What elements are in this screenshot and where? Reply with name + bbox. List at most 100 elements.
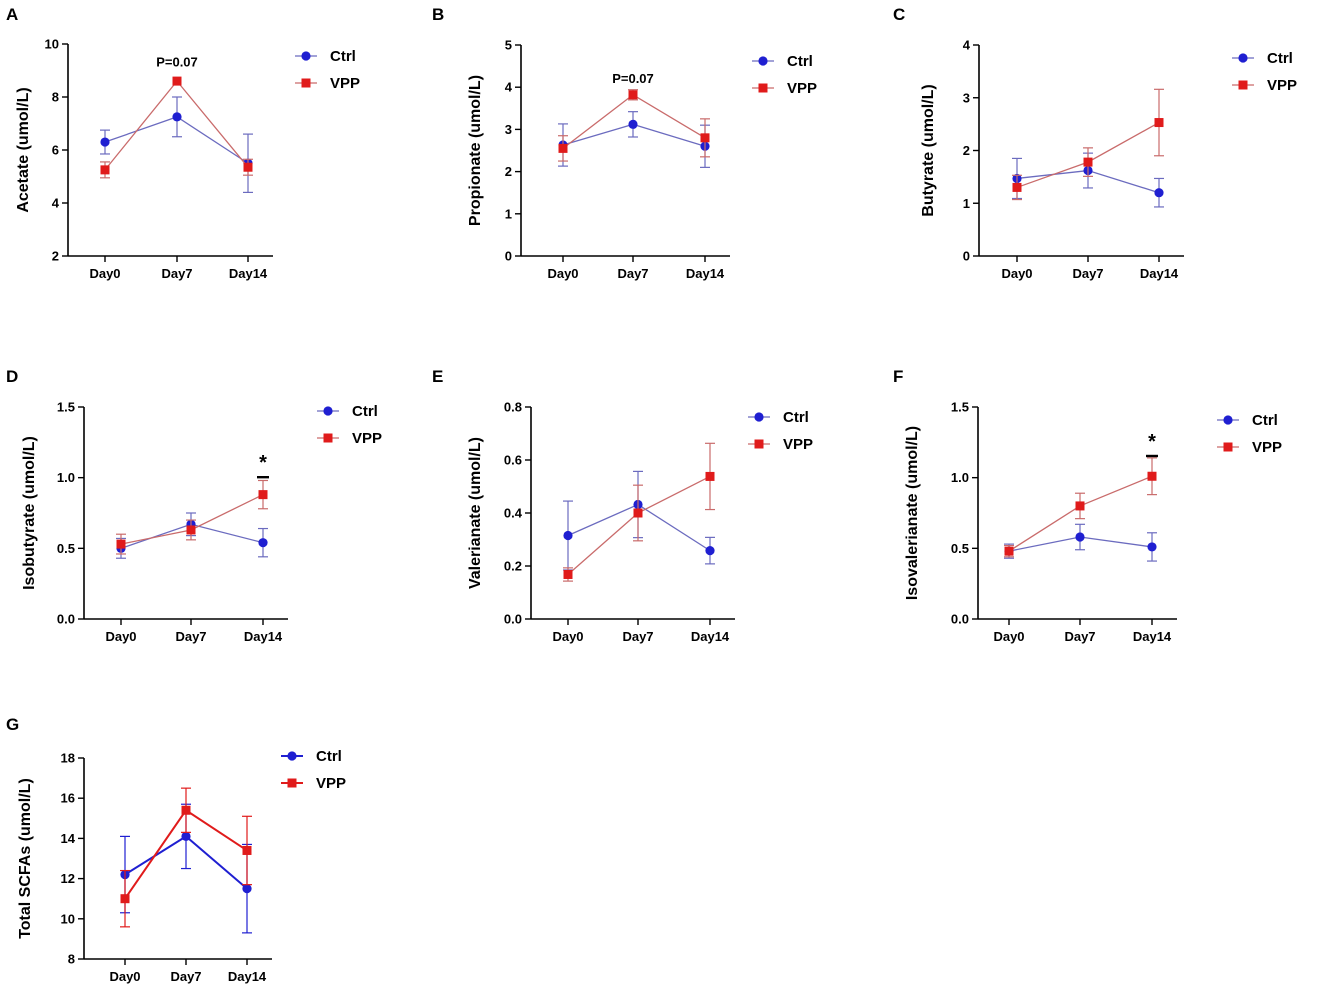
panel-a: A 2 4 6 8 10 Day0 Day7 Day14 Acetate (umol/L) P=0.… [6, 5, 360, 281]
legend-marker [1223, 415, 1233, 425]
data-point [558, 143, 568, 153]
legend-item-vpp: VPP [752, 80, 817, 97]
data-point [628, 90, 638, 100]
y-tick-label: 0.6 [504, 453, 522, 468]
legend-label: Ctrl [330, 48, 356, 65]
data-point [705, 471, 715, 481]
data-point [705, 546, 715, 556]
legend-item-vpp: VPP [295, 75, 360, 92]
x-tick-label: Day0 [89, 266, 120, 281]
data-point [1004, 546, 1014, 556]
x-tick-label: Day0 [105, 629, 136, 644]
legend-item-vpp: VPP [1232, 77, 1297, 94]
y-tick-label: 1.5 [57, 400, 75, 415]
y-tick-label: 0.4 [504, 506, 523, 521]
series-vpp [563, 442, 715, 582]
legend-item-ctrl: Ctrl [752, 53, 813, 70]
y-tick-label: 0.2 [504, 559, 522, 574]
series-vpp [1012, 88, 1164, 201]
legend-marker [754, 439, 764, 449]
y-tick-label: 8 [52, 90, 59, 105]
panel-letter: C [893, 5, 905, 24]
y-axis-title: Butyrate (umol/L) [920, 84, 937, 216]
x-tick-label: Day14 [1133, 629, 1172, 644]
legend-label: Ctrl [316, 748, 342, 765]
legend-marker [1238, 80, 1248, 90]
y-tick-label: 5 [505, 38, 512, 53]
y-tick-label: 10 [45, 37, 59, 52]
x-tick-label: Day7 [1064, 629, 1095, 644]
x-tick-label: Day14 [244, 629, 283, 644]
x-tick-label: Day7 [170, 969, 201, 984]
data-point [1083, 157, 1093, 167]
x-tick-label: Day14 [1140, 266, 1179, 281]
series-vpp [558, 89, 710, 162]
legend-marker [758, 83, 768, 93]
y-tick-label: 4 [963, 38, 971, 53]
legend-marker [754, 412, 764, 422]
panel-letter: A [6, 5, 18, 24]
legend-item-vpp: VPP [1217, 439, 1282, 456]
panel-e: E 0.0 0.2 0.4 0.6 0.8 Day0 Day7 Day14 Valerianate… [432, 367, 813, 644]
legend-item-ctrl: Ctrl [281, 748, 342, 765]
data-point [172, 112, 182, 122]
legend-marker [758, 56, 768, 66]
panel-letter: D [6, 367, 18, 386]
x-tick-label: Day7 [161, 266, 192, 281]
x-tick-label: Day0 [993, 629, 1024, 644]
legend-marker [287, 751, 297, 761]
legend-item-vpp: VPP [317, 430, 382, 447]
y-tick-label: 14 [61, 831, 76, 846]
panel-d: D 0.0 0.5 1.0 1.5 Day0 Day7 Day14 Isobutyrate (u… [6, 367, 382, 644]
series-vpp [100, 76, 253, 179]
legend-item-ctrl: Ctrl [295, 48, 356, 65]
y-tick-label: 6 [52, 143, 59, 158]
significance-star: * [1148, 431, 1156, 453]
y-tick-label: 1 [505, 206, 512, 221]
panel-letter: G [6, 715, 19, 734]
y-axis-title: Isobutyrate (umol/L) [21, 436, 38, 590]
legend-item-ctrl: Ctrl [1232, 50, 1293, 67]
y-axis-title: Propionate (umol/L) [467, 75, 484, 226]
series-ctrl [558, 111, 710, 168]
panel-letter: E [432, 367, 443, 386]
legend-marker [1238, 53, 1248, 63]
x-tick-label: Day14 [229, 266, 268, 281]
data-point [563, 569, 573, 579]
data-point [243, 162, 253, 172]
y-tick-label: 16 [61, 791, 75, 806]
data-point [120, 894, 130, 904]
legend-item-ctrl: Ctrl [317, 403, 378, 420]
p-value-annotation: P=0.07 [156, 55, 198, 70]
data-point [1154, 118, 1164, 128]
data-point [100, 137, 110, 147]
y-tick-label: 10 [61, 911, 75, 926]
legend-label: VPP [352, 430, 382, 447]
x-tick-label: Day0 [109, 969, 140, 984]
y-tick-label: 2 [505, 164, 512, 179]
series-ctrl [1004, 523, 1157, 562]
data-point [258, 490, 268, 500]
y-tick-label: 0.0 [57, 612, 75, 627]
legend-label: VPP [783, 436, 813, 453]
x-tick-label: Day7 [622, 629, 653, 644]
data-point [186, 525, 196, 535]
legend-label: VPP [787, 80, 817, 97]
data-point [1147, 542, 1157, 552]
y-axis-title: Total SCFAs (umol/L) [17, 778, 34, 939]
series-vpp [1004, 457, 1157, 558]
data-point [1147, 471, 1157, 481]
panel-b: B 0 1 2 3 4 5 Day0 Day7 Day14 Propionate (umol/L) P… [432, 5, 817, 281]
x-tick-label: Day0 [552, 629, 583, 644]
y-tick-label: 0.5 [57, 541, 75, 556]
legend-marker [301, 78, 311, 88]
significance-star: * [259, 452, 267, 474]
data-point [242, 884, 252, 894]
legend-label: VPP [1252, 439, 1282, 456]
y-tick-label: 2 [963, 143, 970, 158]
data-point [181, 831, 191, 841]
data-point [1154, 188, 1164, 198]
series-vpp [120, 787, 252, 928]
y-tick-label: 0.0 [951, 612, 969, 627]
y-tick-label: 3 [505, 122, 512, 137]
